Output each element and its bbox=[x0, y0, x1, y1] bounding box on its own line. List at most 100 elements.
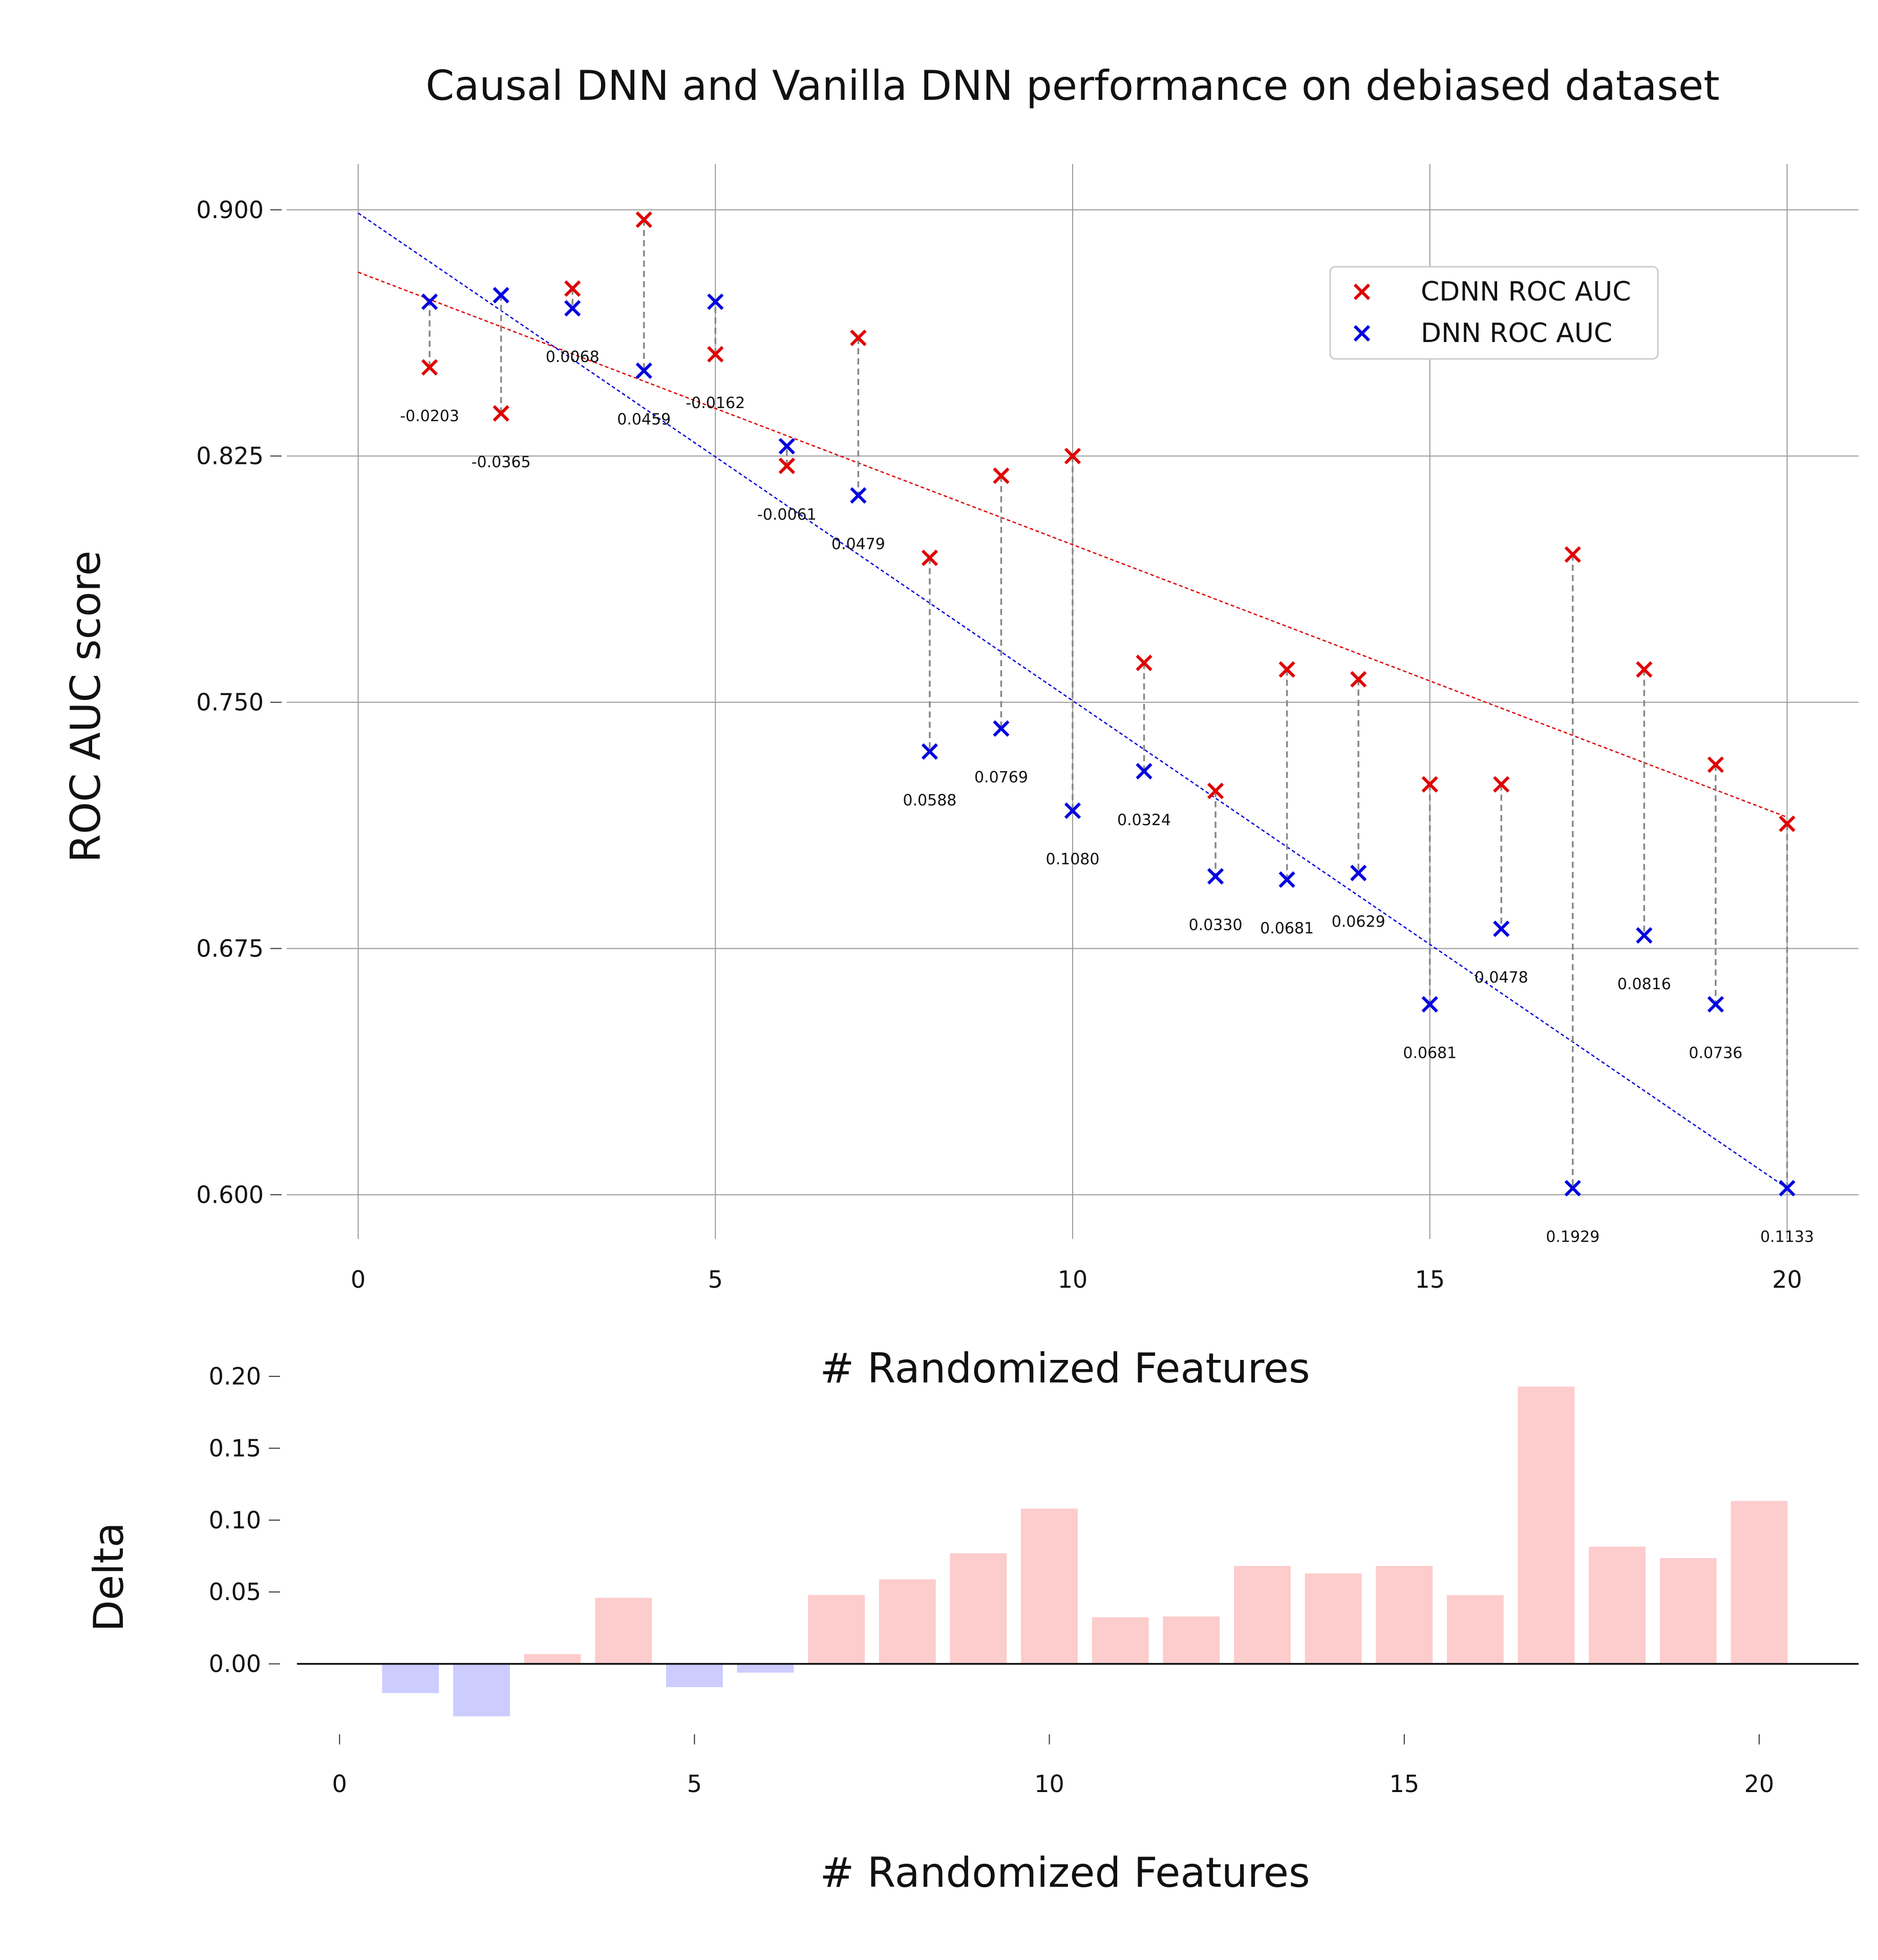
bottom-y-tick-label: 0.00 bbox=[209, 1650, 261, 1678]
delta-bar bbox=[1446, 1595, 1504, 1664]
delta-bar bbox=[1021, 1508, 1078, 1664]
bottom-y-tick-label: 0.15 bbox=[209, 1434, 261, 1462]
bottom-y-tick-label: 0.10 bbox=[209, 1506, 261, 1534]
cdnn-point bbox=[1207, 782, 1224, 799]
top-y-tick-label: 0.825 bbox=[196, 442, 264, 470]
delta-bar bbox=[524, 1654, 581, 1664]
cdnn-point bbox=[421, 359, 438, 376]
cdnn-point bbox=[493, 405, 509, 422]
bottom-x-tick-label: 10 bbox=[1034, 1770, 1064, 1798]
delta-annotation: 0.0681 bbox=[1260, 920, 1314, 938]
dnn-point bbox=[1278, 871, 1295, 888]
trend-line bbox=[358, 271, 1787, 818]
dnn-point bbox=[1779, 1180, 1796, 1197]
cdnn-point bbox=[707, 346, 724, 363]
delta-annotation: 0.0769 bbox=[974, 769, 1028, 786]
top-y-tick-label: 0.675 bbox=[196, 935, 264, 963]
dnn-point bbox=[421, 293, 438, 310]
bottom-y-tick-label: 0.20 bbox=[209, 1362, 261, 1390]
scatter-panel: -0.0203 -0.0365 0.0068 0.0459 -0.0162 -0.0061… bbox=[62, 164, 1859, 1392]
delta-annotation: 0.0681 bbox=[1403, 1045, 1457, 1062]
delta-annotation: 0.0736 bbox=[1689, 1045, 1742, 1062]
dnn-point bbox=[1207, 868, 1224, 885]
top-x-tick-label: 15 bbox=[1415, 1266, 1445, 1293]
cdnn-point bbox=[564, 280, 581, 297]
delta-bar bbox=[808, 1595, 865, 1664]
bottom-y-tick-label: 0.05 bbox=[209, 1578, 261, 1606]
cdnn-point bbox=[1136, 654, 1153, 671]
delta-annotation: -0.0162 bbox=[686, 394, 745, 412]
delta-bar bbox=[1376, 1566, 1433, 1664]
delta-bar bbox=[595, 1597, 652, 1664]
delta-bar bbox=[1163, 1616, 1220, 1664]
dnn-point bbox=[564, 300, 581, 317]
dnn-point bbox=[1564, 1180, 1581, 1197]
legend-marker-dnn bbox=[1353, 325, 1371, 342]
top-x-axis-title: # Randomized Features bbox=[820, 1345, 1310, 1392]
legend: CDNN ROC AUC DNN ROC AUC bbox=[1329, 266, 1659, 360]
top-y-tick-label: 0.600 bbox=[196, 1181, 264, 1208]
delta-bar bbox=[1659, 1558, 1717, 1664]
delta-bar bbox=[1305, 1573, 1362, 1664]
bottom-x-tick-label: 15 bbox=[1389, 1770, 1419, 1798]
delta-connectors bbox=[429, 220, 1788, 1188]
delta-annotation: 0.0588 bbox=[903, 792, 956, 809]
dnn-point bbox=[1707, 996, 1724, 1013]
dnn-point bbox=[1136, 763, 1153, 780]
cdnn-point bbox=[1779, 815, 1796, 832]
delta-bar bbox=[1234, 1566, 1291, 1664]
bottom-x-tick-label: 5 bbox=[687, 1770, 702, 1798]
cdnn-point bbox=[993, 467, 1010, 484]
dnn-point bbox=[635, 362, 652, 379]
delta-annotation: -0.0365 bbox=[472, 453, 531, 471]
top-tick-labels: 0 5 10 15 20 0.600 0.675 0.750 0.825 0.900 bbox=[196, 196, 1802, 1293]
top-x-tick-label: 20 bbox=[1772, 1266, 1802, 1293]
delta-bar bbox=[737, 1664, 794, 1673]
cdnn-point bbox=[778, 457, 795, 475]
chart-title: Causal DNN and Vanilla DNN performance o… bbox=[425, 62, 1719, 110]
legend-label-dnn: DNN ROC AUC bbox=[1421, 318, 1612, 349]
legend-cross-cdnn bbox=[1353, 283, 1371, 301]
dnn-point bbox=[1636, 927, 1653, 944]
delta-annotation: 0.0330 bbox=[1189, 916, 1243, 934]
top-x-tick-label: 0 bbox=[351, 1266, 366, 1293]
delta-bar bbox=[1092, 1617, 1149, 1664]
cdnn-point bbox=[635, 211, 652, 228]
cdnn-point bbox=[1350, 671, 1367, 688]
delta-bar-panel: 0 5 10 15 20 0.00 0.05 0.10 0.15 0.20 # Randomize… bbox=[85, 1362, 1859, 1897]
top-grid bbox=[287, 164, 1859, 1239]
delta-annotation: -0.0061 bbox=[757, 506, 817, 524]
dnn-point bbox=[921, 743, 938, 760]
legend-marker-cdnn bbox=[1353, 283, 1371, 301]
delta-annotation: 0.0816 bbox=[1617, 975, 1671, 993]
trend-lines bbox=[357, 212, 1788, 1189]
legend-cross-dnn bbox=[1353, 325, 1371, 342]
delta-annotation: 0.1080 bbox=[1046, 850, 1100, 868]
delta-bar bbox=[1731, 1501, 1788, 1664]
delta-bar bbox=[950, 1553, 1007, 1664]
dnn-point bbox=[1064, 802, 1081, 819]
cdnn-point bbox=[1707, 756, 1724, 773]
cdnn-point bbox=[850, 329, 867, 346]
cdnn-point bbox=[1278, 661, 1295, 678]
cdnn-point bbox=[1493, 776, 1510, 793]
cdnn-point bbox=[1564, 546, 1581, 563]
delta-annotation: 0.0459 bbox=[617, 411, 671, 429]
delta-bars bbox=[382, 1387, 1788, 1717]
dnn-point bbox=[707, 293, 724, 310]
delta-annotation: 0.0629 bbox=[1332, 913, 1385, 931]
cdnn-point bbox=[1064, 448, 1081, 464]
dnn-point bbox=[778, 438, 795, 455]
top-y-tick-label: 0.750 bbox=[196, 689, 264, 716]
legend-item-dnn: DNN ROC AUC bbox=[1353, 318, 1612, 349]
bottom-tick-labels: 0 5 10 15 20 0.00 0.05 0.10 0.15 0.20 bbox=[209, 1362, 1775, 1798]
top-y-tick-label: 0.900 bbox=[196, 196, 264, 224]
scatter-points bbox=[421, 211, 1796, 1197]
top-y-axis-title: ROC AUC score bbox=[62, 550, 110, 862]
delta-annotation: 0.0479 bbox=[831, 536, 885, 553]
delta-bar bbox=[879, 1579, 936, 1664]
bottom-x-axis-title: # Randomized Features bbox=[820, 1849, 1310, 1897]
delta-annotation: 0.0068 bbox=[546, 348, 600, 366]
delta-bar bbox=[453, 1664, 510, 1717]
